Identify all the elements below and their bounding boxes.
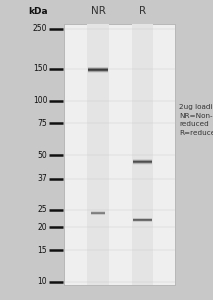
Text: 37: 37 [37,175,47,184]
Text: 10: 10 [38,278,47,286]
Text: 2ug loading
NR=Non-
reduced
R=reduced: 2ug loading NR=Non- reduced R=reduced [179,104,213,136]
Bar [87,24,109,285]
Bar [64,24,175,285]
Text: 150: 150 [33,64,47,73]
Text: 20: 20 [38,223,47,232]
Text: NR: NR [91,7,105,16]
Text: R: R [139,7,146,16]
Bar [132,24,153,285]
Text: kDa: kDa [29,8,48,16]
Text: 75: 75 [37,119,47,128]
Text: 250: 250 [33,24,47,33]
Text: 25: 25 [38,205,47,214]
Text: 15: 15 [38,246,47,255]
Text: 50: 50 [37,151,47,160]
Text: 100: 100 [33,96,47,105]
